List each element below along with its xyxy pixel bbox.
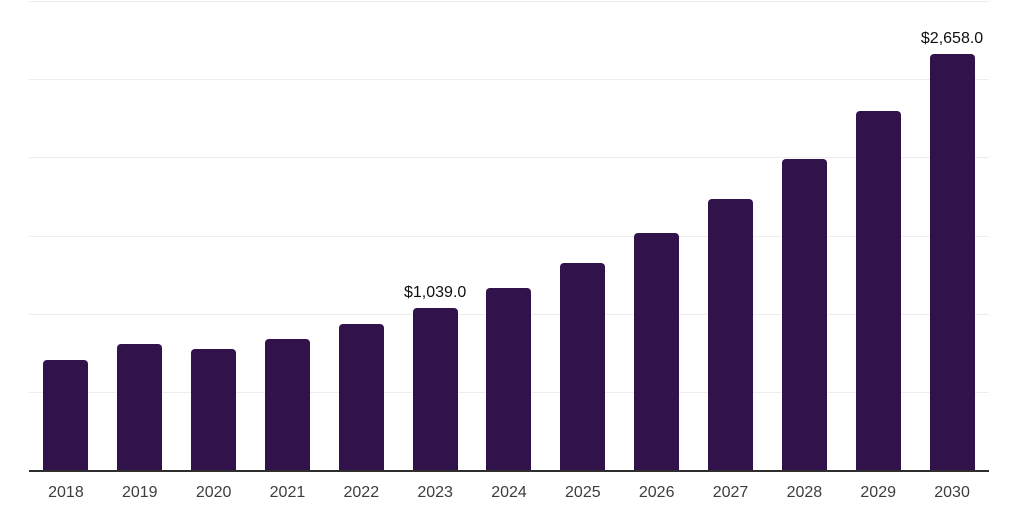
bar-2019 bbox=[117, 344, 163, 470]
bar-column: $2,658.0 bbox=[915, 1, 989, 470]
bar-column bbox=[29, 1, 103, 470]
x-axis-labels: 2018 2019 2020 2021 2022 2023 2024 2025 2026 2027… bbox=[29, 484, 989, 502]
bar-2020 bbox=[191, 349, 237, 470]
bar-column bbox=[694, 1, 768, 470]
bars-container: $1,039.0 $2,658.0 bbox=[29, 1, 989, 470]
x-tick-2028: 2028 bbox=[786, 484, 823, 501]
x-tick-2029: 2029 bbox=[860, 484, 896, 501]
bar-column bbox=[546, 1, 620, 470]
gridline bbox=[29, 1, 989, 2]
x-tick-2023: 2023 bbox=[417, 484, 453, 501]
bar-2023 bbox=[412, 307, 458, 470]
x-tick-2024: 2024 bbox=[491, 484, 527, 501]
x-tick-2022: 2022 bbox=[343, 484, 380, 501]
bar-column bbox=[472, 1, 546, 470]
x-tick-2021: 2021 bbox=[269, 484, 306, 501]
bar-2022 bbox=[338, 323, 384, 470]
bar-2021 bbox=[264, 339, 310, 470]
bar-2029 bbox=[855, 111, 901, 470]
x-tick-2019: 2019 bbox=[121, 484, 158, 501]
bar-column bbox=[251, 1, 325, 470]
bar-2025 bbox=[560, 263, 606, 470]
bar-2024 bbox=[486, 288, 532, 470]
bar-column bbox=[841, 1, 915, 470]
bar-2030 bbox=[929, 54, 975, 470]
gridline bbox=[29, 235, 989, 237]
gridline bbox=[29, 79, 989, 81]
x-tick-2020: 2020 bbox=[195, 484, 232, 501]
x-tick-2027: 2027 bbox=[712, 484, 749, 501]
x-tick-2025: 2025 bbox=[565, 484, 601, 501]
bar-2027 bbox=[708, 199, 754, 470]
bar-value-label: $2,658.0 bbox=[920, 30, 984, 48]
bar-2018 bbox=[43, 359, 89, 470]
bar-2028 bbox=[781, 159, 827, 470]
gridline bbox=[29, 157, 989, 159]
plot-area: $1,039.0 $2,658.0 bbox=[29, 1, 989, 472]
bar-value-label: $1,039.0 bbox=[404, 283, 467, 301]
bar-column bbox=[177, 1, 251, 470]
bar-column bbox=[103, 1, 177, 470]
bar-column bbox=[620, 1, 694, 470]
x-tick-2026: 2026 bbox=[638, 484, 675, 501]
x-tick-2030: 2030 bbox=[934, 484, 970, 501]
bar-column: $1,039.0 bbox=[398, 1, 472, 470]
bar-column bbox=[324, 1, 398, 470]
bar-2026 bbox=[634, 233, 680, 470]
bar-column bbox=[767, 1, 841, 470]
x-tick-2018: 2018 bbox=[48, 484, 84, 501]
